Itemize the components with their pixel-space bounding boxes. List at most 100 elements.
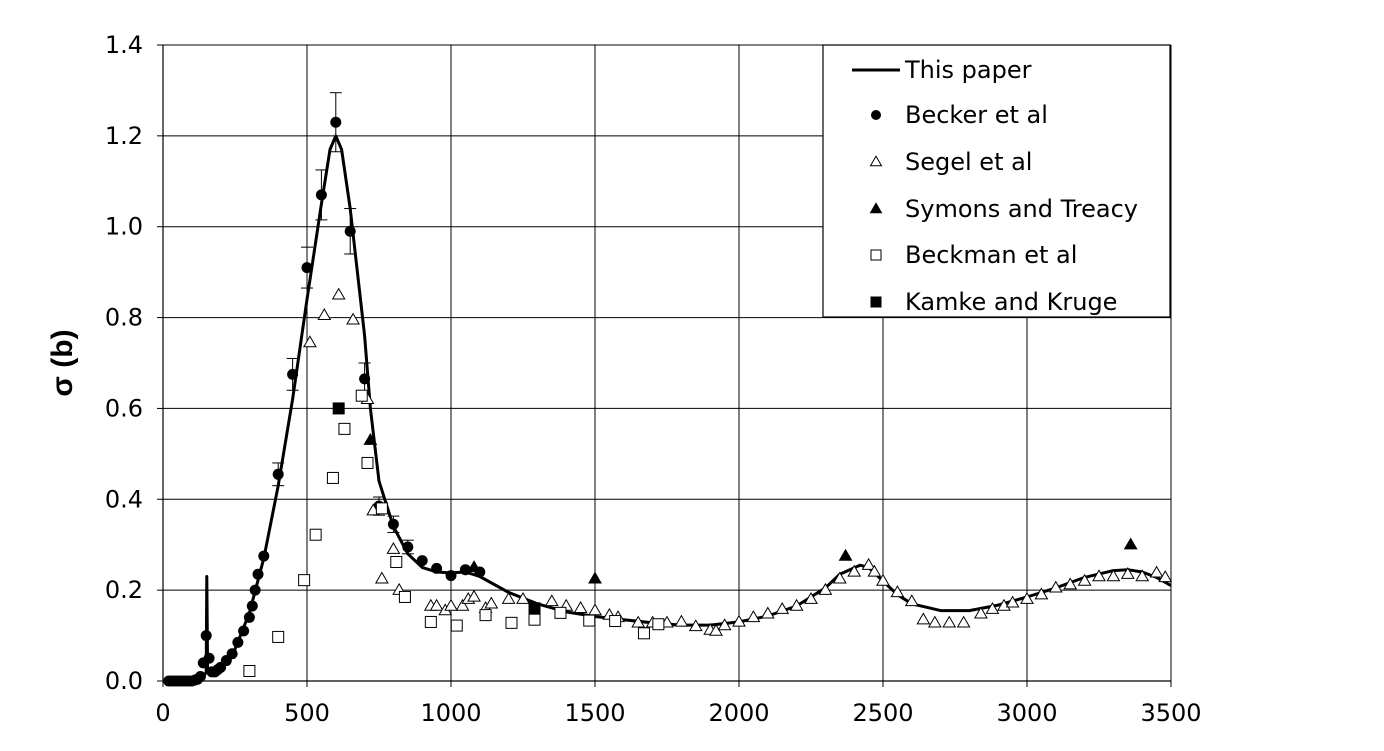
data-point-becker-et-al	[459, 564, 471, 576]
data-point-segel-et-al	[444, 598, 458, 611]
data-point-symons-and-treacy	[467, 560, 481, 573]
y-tick-label: 0.0	[105, 667, 143, 695]
data-point-beckman-et-al	[479, 609, 492, 622]
data-point-segel-et-al	[847, 564, 862, 577]
x-tick-label: 2500	[852, 699, 913, 727]
series-becker-et-al	[163, 116, 486, 687]
data-point-segel-et-al	[631, 615, 646, 628]
legend: This paper Becker et al Segel et al Symons …	[822, 44, 1171, 318]
data-point-becker-et-al	[301, 262, 313, 274]
data-point-segel-et-al	[674, 614, 689, 627]
data-point-segel-et-al	[1135, 569, 1150, 582]
data-point-beckman-et-al	[398, 590, 411, 603]
data-point-becker-et-al	[445, 570, 457, 582]
data-point-becker-et-al	[359, 373, 371, 385]
data-point-kamke-and-kruge	[528, 602, 541, 615]
data-point-segel-et-al	[974, 606, 988, 619]
legend-label: Symons and Treacy	[905, 195, 1138, 223]
data-point-segel-et-al	[904, 594, 919, 607]
y-tick-label: 1.4	[105, 31, 143, 59]
x-tick-labels: 0 500 1000 1500 2000 2500 3000 3500	[155, 699, 1201, 727]
data-point-segel-et-al	[876, 573, 890, 586]
data-point-becker-et-al	[330, 116, 342, 128]
data-point-segel-et-al	[818, 582, 833, 595]
data-point-beckman-et-al	[450, 619, 463, 632]
data-point-segel-et-al	[1005, 595, 1020, 608]
data-point-segel-et-al	[760, 606, 775, 619]
data-point-segel-et-al	[1158, 570, 1173, 583]
data-point-segel-et-al	[484, 596, 499, 609]
data-point-becker-et-al	[416, 555, 428, 567]
data-point-segel-et-al	[544, 594, 559, 607]
data-point-segel-et-al	[985, 601, 1000, 614]
data-point-segel-et-al	[717, 618, 732, 631]
data-point-symons-and-treacy	[838, 548, 853, 561]
data-point-becker-et-al	[238, 625, 250, 637]
legend-swatch	[870, 249, 882, 261]
x-tick-label: 3500	[1140, 699, 1201, 727]
data-point-becker-et-al	[203, 652, 215, 664]
data-point-segel-et-al	[861, 557, 876, 570]
y-tick-label: 0.8	[105, 304, 143, 332]
data-point-segel-et-al	[746, 610, 761, 623]
series-symons-and-treacy	[363, 432, 1138, 584]
data-point-segel-et-al	[997, 598, 1011, 611]
y-tick-labels: 0.0 0.2 0.4 0.6 0.8 1.0 1.2 1.4	[105, 31, 143, 695]
data-point-segel-et-al	[832, 571, 847, 584]
legend-swatch	[870, 296, 882, 308]
y-tick-label: 1.0	[105, 213, 143, 241]
data-point-segel-et-al	[501, 591, 516, 604]
axes	[157, 44, 1172, 687]
legend-swatch	[869, 202, 883, 214]
data-point-becker-et-al	[315, 189, 327, 201]
data-point-segel-et-al	[1092, 569, 1106, 582]
data-point-segel-et-al	[789, 598, 804, 611]
data-point-segel-et-al	[455, 598, 470, 611]
data-point-segel-et-al	[804, 591, 818, 604]
data-point-kamke-and-kruge	[332, 402, 345, 415]
y-axis-label: σ (b)	[46, 329, 79, 396]
data-point-segel-et-al	[916, 612, 931, 625]
data-point-becker-et-al	[200, 630, 212, 642]
x-tick-label: 500	[284, 699, 330, 727]
data-point-becker-et-al	[272, 468, 284, 480]
y-tick-label: 0.2	[105, 576, 143, 604]
data-point-segel-et-al	[346, 312, 360, 325]
data-point-becker-et-al	[287, 368, 299, 380]
data-point-beckman-et-al	[309, 528, 322, 541]
legend-label: Segel et al	[905, 148, 1032, 176]
legend-label: Kamke and Kruge	[905, 288, 1117, 316]
data-point-segel-et-al	[573, 601, 588, 613]
series-segel-et-al	[302, 287, 1173, 636]
data-point-symons-and-treacy	[363, 432, 378, 445]
data-point-becker-et-al	[431, 562, 443, 574]
data-point-beckman-et-al	[338, 422, 351, 435]
data-point-segel-et-al	[890, 585, 905, 598]
data-point-segel-et-al	[302, 335, 317, 348]
data-point-segel-et-al	[927, 615, 942, 628]
x-tick-label: 3000	[996, 699, 1057, 727]
data-point-symons-and-treacy	[1123, 537, 1138, 550]
data-point-becker-et-al	[232, 636, 244, 648]
data-point-becker-et-al	[249, 584, 261, 596]
data-point-beckman-et-al	[505, 616, 518, 629]
data-point-beckman-et-al	[637, 627, 650, 640]
legend-items: This paper Becker et al Segel et al Symons …	[852, 56, 1138, 316]
data-point-becker-et-al	[226, 648, 238, 660]
series-beckman-et-al	[243, 389, 665, 678]
data-point-becker-et-al	[243, 611, 255, 623]
y-tick-label: 1.2	[105, 122, 143, 150]
legend-label: This paper	[904, 56, 1032, 84]
x-tick-label: 1000	[420, 699, 481, 727]
data-point-segel-et-al	[732, 614, 746, 627]
data-point-segel-et-al	[956, 615, 971, 628]
x-tick-label: 0	[155, 699, 170, 727]
data-point-beckman-et-al	[583, 614, 596, 627]
data-point-segel-et-al	[516, 591, 530, 604]
data-point-beckman-et-al	[361, 456, 374, 469]
data-point-beckman-et-al	[390, 555, 403, 568]
data-point-beckman-et-al	[375, 502, 388, 515]
data-point-segel-et-al	[1034, 587, 1049, 600]
data-point-segel-et-al	[688, 619, 703, 632]
data-point-segel-et-al	[942, 615, 957, 628]
